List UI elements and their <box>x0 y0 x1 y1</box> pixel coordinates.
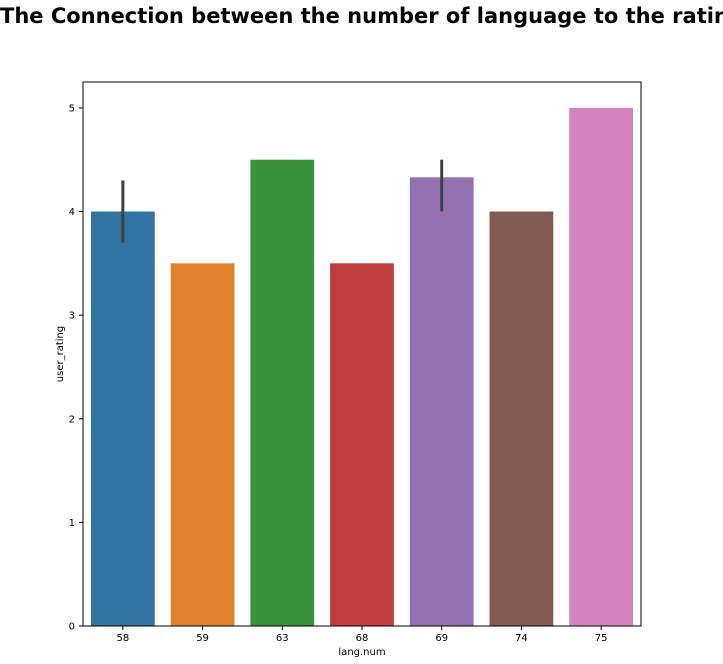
bar-75 <box>569 107 634 626</box>
x-tick-label: 74 <box>515 633 528 644</box>
y-axis-label: user_rating <box>55 326 66 382</box>
bar-74 <box>489 211 554 626</box>
x-tick-label: 59 <box>196 633 209 644</box>
bar-69 <box>409 177 474 626</box>
x-axis-ticks: 58 59 63 68 69 74 75 <box>116 626 608 644</box>
bar-58 <box>90 211 155 626</box>
y-tick-label: 5 <box>69 103 75 114</box>
x-tick-label: 68 <box>356 633 369 644</box>
bar-59 <box>170 263 235 626</box>
x-tick-label: 63 <box>276 633 289 644</box>
bar-63 <box>250 159 315 626</box>
x-tick-label: 75 <box>595 633 608 644</box>
y-tick-label: 4 <box>69 207 75 218</box>
error-bars-group <box>121 159 444 243</box>
y-axis-ticks: 0 1 2 3 4 5 <box>69 103 83 633</box>
y-tick-label: 3 <box>69 311 75 322</box>
bars-group <box>90 107 634 626</box>
chart-title: The Connection between the number of lan… <box>0 4 723 28</box>
y-tick-label: 2 <box>69 414 75 425</box>
y-tick-label: 0 <box>69 622 75 633</box>
bar-68 <box>330 263 394 626</box>
x-tick-label: 69 <box>435 633 448 644</box>
x-tick-label: 58 <box>116 633 129 644</box>
y-tick-label: 1 <box>69 518 75 529</box>
x-axis-label: lang.num <box>338 647 385 658</box>
